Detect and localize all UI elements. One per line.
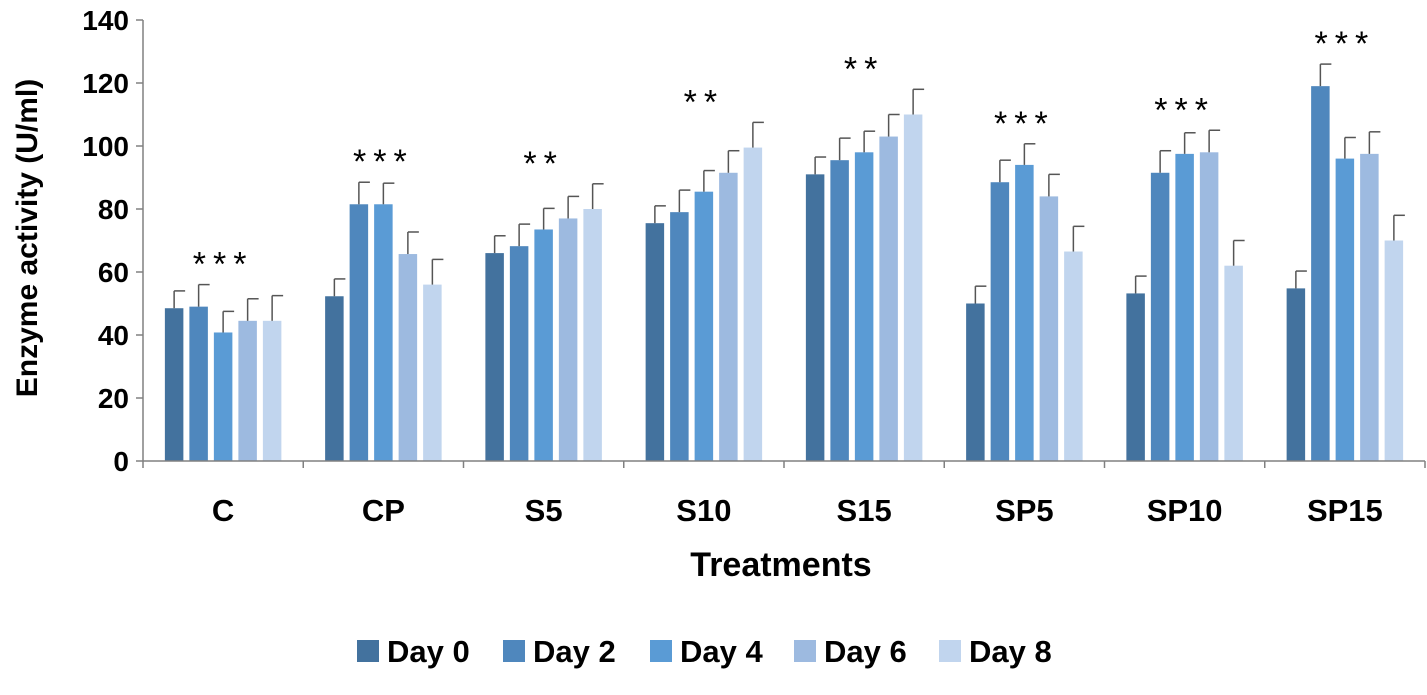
legend: Day 0 Day 2 Day 4 Day 6 Day 8 [357, 634, 1052, 669]
bar [534, 229, 553, 461]
bar [349, 204, 369, 461]
bar [1360, 153, 1379, 461]
bar [990, 182, 1010, 461]
bar [238, 320, 257, 461]
significance-label: ** [523, 145, 563, 183]
significance-label: *** [353, 143, 414, 181]
bar [670, 212, 689, 461]
x-tick-label: S15 [837, 493, 892, 528]
bar [743, 147, 763, 461]
bar [164, 308, 184, 461]
bar [694, 191, 714, 462]
y-axis-label: Enzyme activity (U/ml) [11, 79, 44, 397]
bar [830, 160, 849, 462]
significance-label: *** [193, 246, 254, 284]
x-tick-label: SP15 [1307, 493, 1383, 528]
y-ticks-layer: 0 20 40 60 80 100 120 140 [82, 5, 143, 477]
y-tick-label: 60 [98, 257, 129, 288]
y-tick-label: 140 [82, 5, 129, 36]
bar [1039, 196, 1059, 461]
legend-label: Day 0 [387, 634, 470, 669]
y-tick-label: 80 [98, 194, 129, 225]
bar [558, 218, 578, 461]
x-tick-label: SP5 [995, 493, 1054, 528]
bar [966, 303, 985, 461]
significance-layer: ****** ********* ****** [193, 25, 1376, 284]
x-tick-label: S10 [676, 493, 731, 528]
bar [213, 332, 233, 461]
y-tick-label: 20 [98, 383, 129, 414]
y-tick-label: 100 [82, 131, 129, 162]
y-tick-label: 40 [98, 320, 129, 351]
bar [854, 152, 874, 462]
legend-swatch [939, 640, 961, 662]
bar [583, 209, 602, 461]
bar [325, 296, 344, 461]
bar [1384, 240, 1404, 461]
bar [262, 320, 282, 461]
bar [1199, 152, 1219, 462]
bar [879, 136, 898, 462]
bar [1015, 164, 1034, 461]
significance-label: *** [1154, 91, 1215, 129]
significance-label: *** [1315, 25, 1376, 63]
bar [1126, 293, 1145, 461]
bars-layer [164, 86, 1404, 462]
x-ticks-layer: C CP S5 S10 S15 SP5 SP10 SP15 [142, 461, 1426, 528]
y-tick-label: 120 [82, 68, 129, 99]
bar [485, 253, 504, 461]
bar [374, 204, 393, 461]
legend-swatch [794, 640, 816, 662]
legend-label: Day 6 [824, 634, 907, 669]
x-tick-label: CP [362, 493, 405, 528]
bar [903, 114, 923, 461]
bar [423, 284, 442, 461]
legend-swatch [650, 640, 672, 662]
legend-label: Day 2 [533, 634, 616, 669]
bar [1311, 86, 1330, 462]
legend-label: Day 4 [680, 634, 763, 669]
bar [719, 172, 738, 461]
bar [645, 223, 665, 461]
y-tick-label: 0 [113, 446, 129, 477]
bar [1175, 153, 1194, 461]
x-tick-label: SP10 [1147, 493, 1223, 528]
bar [1150, 172, 1170, 461]
bar [398, 254, 418, 461]
x-axis-label: Treatments [690, 546, 871, 584]
bar [189, 306, 208, 461]
bar [509, 246, 529, 461]
legend-label: Day 8 [969, 634, 1052, 669]
legend-swatch [357, 640, 379, 662]
x-tick-label: S5 [525, 493, 563, 528]
bar [1335, 158, 1355, 461]
bar [1286, 288, 1306, 461]
bar [805, 174, 825, 461]
bar [1224, 265, 1243, 461]
x-tick-label: C [212, 493, 234, 528]
significance-label: ** [844, 50, 884, 88]
significance-label: ** [684, 83, 724, 121]
error-bars-layer [173, 63, 1405, 333]
legend-swatch [503, 640, 525, 662]
significance-label: *** [994, 105, 1055, 143]
bar [1064, 251, 1083, 461]
